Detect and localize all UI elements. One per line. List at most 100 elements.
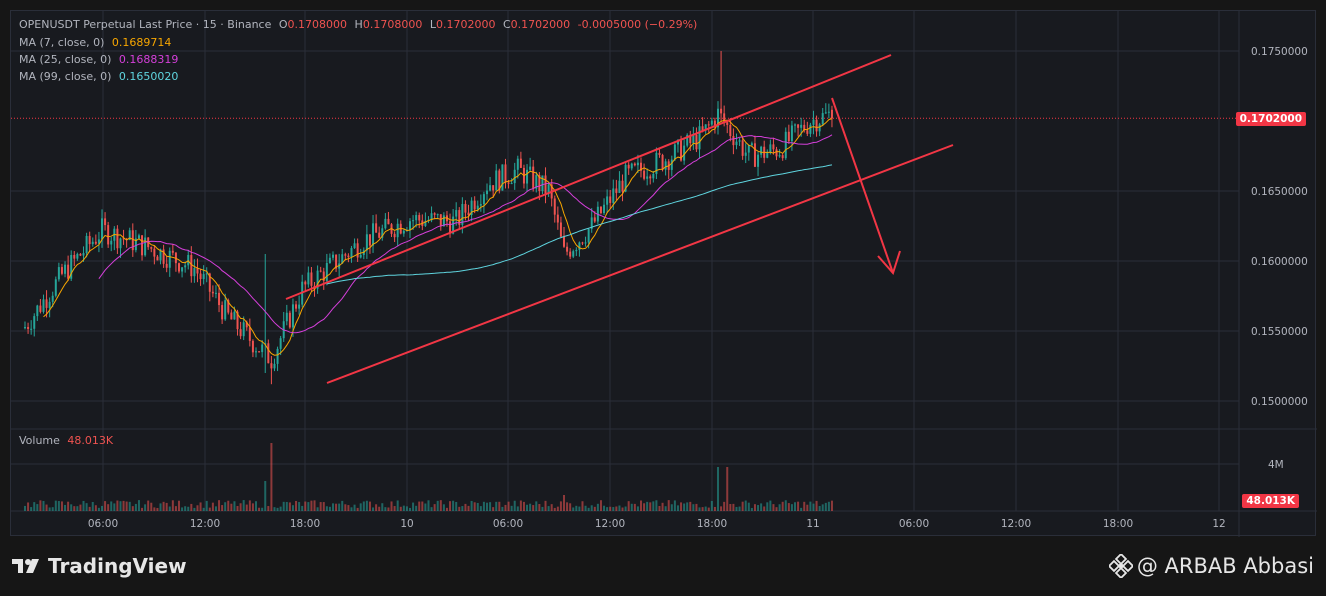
volume-bar: [412, 502, 415, 511]
candle: [572, 249, 575, 259]
chart-frame[interactable]: 0.1750000 0.1650000 0.1600000 0.1550000 0.15…: [10, 10, 1317, 537]
ma25-value: 0.1688319: [118, 53, 179, 66]
candle: [750, 141, 753, 147]
candle: [784, 127, 787, 160]
candle: [686, 133, 689, 148]
candle-body: [193, 268, 196, 277]
volume-bar: [310, 500, 313, 511]
candle: [211, 285, 214, 298]
candle-body: [710, 120, 713, 125]
volume-bar: [239, 503, 242, 511]
candle-body: [732, 136, 735, 146]
candle-body: [689, 134, 692, 144]
ma99-legend[interactable]: MA (99, close, 0) 0.1650020: [19, 70, 182, 83]
candle: [393, 231, 396, 243]
candle-body: [827, 111, 830, 113]
candle: [720, 51, 723, 122]
volume-bar: [39, 500, 42, 511]
candle: [787, 124, 790, 144]
candle-body: [750, 143, 753, 146]
volume-bar: [57, 501, 60, 511]
volume-bar: [128, 501, 131, 511]
candle-body: [344, 254, 347, 256]
candle-body: [670, 159, 673, 170]
volume-bar: [144, 504, 147, 511]
volume-bar: [322, 502, 325, 511]
candle: [501, 164, 504, 191]
candle-body: [575, 249, 578, 252]
ma7-legend[interactable]: MA (7, close, 0) 0.1689714: [19, 36, 175, 49]
volume-bar: [381, 503, 384, 511]
volume-bar: [338, 503, 341, 511]
volume-bar: [495, 501, 498, 511]
candle-body: [221, 305, 224, 320]
candle-body: [806, 130, 809, 134]
candle: [279, 335, 282, 356]
candle: [39, 298, 42, 314]
candle-body: [304, 281, 307, 285]
candle: [436, 213, 439, 219]
ma25-legend[interactable]: MA (25, close, 0) 0.1688319: [19, 53, 182, 66]
candle-body: [94, 241, 97, 244]
candle: [563, 226, 565, 248]
candle-body: [612, 188, 615, 203]
volume-bar: [316, 507, 319, 511]
volume-bar: [618, 505, 621, 511]
candle-body: [150, 247, 153, 249]
candle-body: [489, 185, 492, 191]
candlestick-chart[interactable]: 0.1750000 0.1650000 0.1600000 0.1550000 0.15…: [11, 11, 1317, 537]
volume-bar: [452, 500, 455, 511]
volume-legend[interactable]: Volume 48.013K: [19, 434, 117, 447]
volume-bar: [760, 503, 763, 511]
candle: [553, 195, 556, 223]
volume-bar: [812, 503, 815, 511]
candle: [581, 241, 584, 246]
volume-bar: [298, 502, 301, 511]
candle: [812, 110, 815, 135]
volume-bar: [522, 501, 525, 511]
candle-body: [233, 311, 236, 320]
candle: [661, 153, 664, 172]
candle-body: [82, 253, 85, 256]
candle: [27, 322, 30, 334]
volume-bar: [680, 502, 683, 511]
candle: [387, 211, 390, 225]
candle: [467, 204, 470, 221]
candle: [717, 101, 719, 135]
candle-body: [433, 213, 436, 215]
volume-bar: [313, 500, 316, 511]
volume-bar: [563, 495, 565, 511]
candle: [119, 237, 122, 258]
candle: [640, 157, 642, 178]
candle: [603, 198, 606, 215]
candle-body: [307, 272, 310, 285]
candle: [643, 163, 646, 181]
volume-bar: [187, 506, 190, 511]
candle: [162, 244, 165, 268]
tradingview-logo[interactable]: TradingView: [12, 554, 187, 578]
candle-body: [569, 251, 572, 257]
volume-bar: [676, 505, 679, 511]
candle: [384, 213, 387, 230]
candle: [94, 234, 97, 246]
candle: [85, 232, 88, 258]
volume-bar: [461, 506, 464, 511]
candle-body: [224, 300, 227, 320]
candle: [362, 247, 365, 260]
volume-bar: [636, 506, 639, 511]
volume-bar: [784, 500, 787, 511]
candle-body: [701, 126, 704, 131]
volume-bar: [427, 500, 430, 511]
candle-body: [442, 215, 445, 227]
volume-bar: [94, 505, 97, 511]
candle-body: [128, 230, 131, 240]
volume-bar: [479, 506, 482, 511]
volume-bar: [258, 507, 261, 511]
volume-bar: [818, 506, 821, 511]
volume-bar: [267, 506, 270, 511]
candle: [218, 284, 221, 313]
candle: [288, 310, 291, 329]
candle-body: [458, 210, 461, 225]
candle: [372, 215, 375, 253]
candle-body: [79, 253, 82, 256]
